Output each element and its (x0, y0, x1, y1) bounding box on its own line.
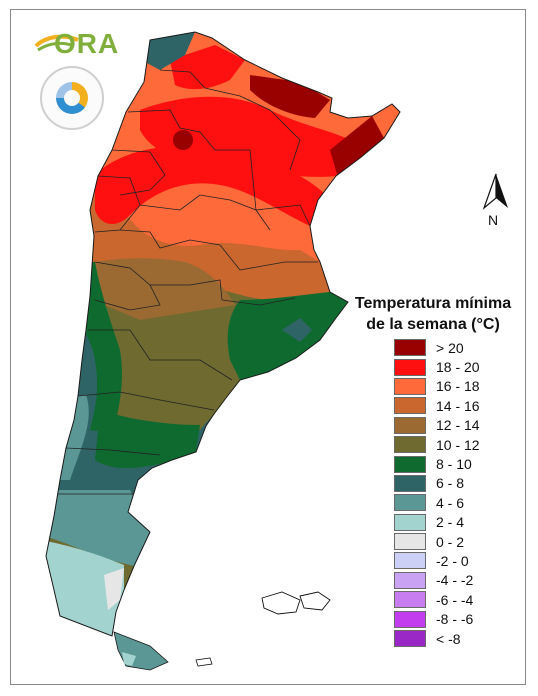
argentina-outline (45, 31, 401, 637)
legend-item: 10 - 12 (394, 435, 524, 454)
legend-swatch (394, 494, 426, 512)
legend-item: 16 - 18 (394, 377, 524, 396)
north-label: N (488, 212, 499, 228)
north-arrow: N (480, 172, 512, 232)
legend-item: -2 - 0 (394, 551, 524, 570)
legend-swatch (394, 455, 426, 473)
malvinas-islands (261, 591, 331, 615)
province-boundaries (54, 69, 318, 495)
zone-8-10-south (95, 410, 200, 469)
zone-18-20-c (170, 45, 245, 90)
zone-4-6-south (46, 490, 150, 566)
legend-swatch (394, 397, 426, 415)
legend-label: 18 - 20 (436, 359, 480, 376)
zone-0-2 (104, 568, 124, 610)
legend-swatch (394, 610, 426, 628)
legend-label: 0 - 2 (436, 533, 465, 550)
zone-above-20-b (330, 116, 384, 178)
smn-seal (40, 66, 104, 130)
legend-label: 14 - 16 (436, 397, 480, 414)
legend-item: 14 - 16 (394, 396, 524, 415)
legend-label: 8 - 10 (436, 456, 472, 473)
north-arrow-icon (482, 173, 508, 210)
legend-item: -4 - -2 (394, 571, 524, 590)
legend-swatch (394, 533, 426, 551)
zone-2-4 (46, 540, 124, 636)
seal-sun-wave-icon (56, 82, 88, 114)
ora-logo: ORA (34, 28, 118, 60)
legend-label: -6 - -4 (436, 591, 474, 608)
legend-item: 12 - 14 (394, 416, 524, 435)
legend-item: 6 - 8 (394, 474, 524, 493)
legend-title-line2: de la semana (°C) (366, 316, 500, 333)
south-islands (195, 657, 213, 667)
legend-label: -8 - -6 (436, 611, 474, 628)
zone-6-8-north (145, 32, 195, 70)
tierra-del-fuego (113, 631, 169, 671)
zone-8-10-east (227, 292, 348, 380)
ora-wordmark: ORA (54, 28, 120, 59)
legend-swatch (394, 552, 426, 570)
legend-label: 10 - 12 (436, 436, 480, 453)
legend-item: 8 - 10 (394, 454, 524, 473)
legend-item: 2 - 4 (394, 513, 524, 532)
legend-item: > 20 (394, 338, 524, 357)
legend-item: -8 - -6 (394, 609, 524, 628)
legend-swatch (394, 474, 426, 492)
zone-above-20-a (250, 75, 330, 118)
legend-item: 4 - 6 (394, 493, 524, 512)
legend-label: 6 - 8 (436, 475, 465, 492)
legend-swatch (394, 571, 426, 589)
legend-title: Temperatura mínima de la semana (°C) (340, 293, 526, 335)
ora-swoosh-icon (34, 34, 79, 52)
legend-item: -6 - -4 (394, 590, 524, 609)
legend-label: 2 - 4 (436, 514, 465, 531)
zone-14-16 (46, 120, 330, 301)
zone-12-14-a (92, 258, 235, 320)
legend-swatch (394, 630, 426, 648)
legend-item: < -8 (394, 629, 524, 648)
legend-swatch (394, 513, 426, 531)
legend-swatch (394, 358, 426, 376)
legend-label: < -8 (436, 630, 461, 647)
legend-swatch (394, 416, 426, 434)
zone-above-20-c (173, 130, 193, 150)
legend-label: -4 - -2 (436, 572, 474, 589)
legend-swatch (394, 436, 426, 454)
zone-6-8-east (282, 318, 312, 342)
legend: > 20 18 - 20 16 - 18 14 - 16 12 - 14 10 - 12 8… (394, 338, 524, 648)
legend-swatch (394, 377, 426, 395)
legend-label: 12 - 14 (436, 417, 480, 434)
legend-label: 16 - 18 (436, 378, 480, 395)
legend-label: 4 - 6 (436, 494, 465, 511)
tierra-del-fuego-cool-zone (122, 652, 136, 666)
legend-label: > 20 (436, 339, 464, 356)
legend-swatch (394, 339, 426, 357)
zone-18-20-b (140, 96, 350, 177)
legend-item: 0 - 2 (394, 532, 524, 551)
legend-swatch (394, 591, 426, 609)
legend-title-line1: Temperatura mínima (354, 295, 512, 312)
legend-label: -2 - 0 (436, 552, 469, 569)
legend-item: 18 - 20 (394, 357, 524, 376)
